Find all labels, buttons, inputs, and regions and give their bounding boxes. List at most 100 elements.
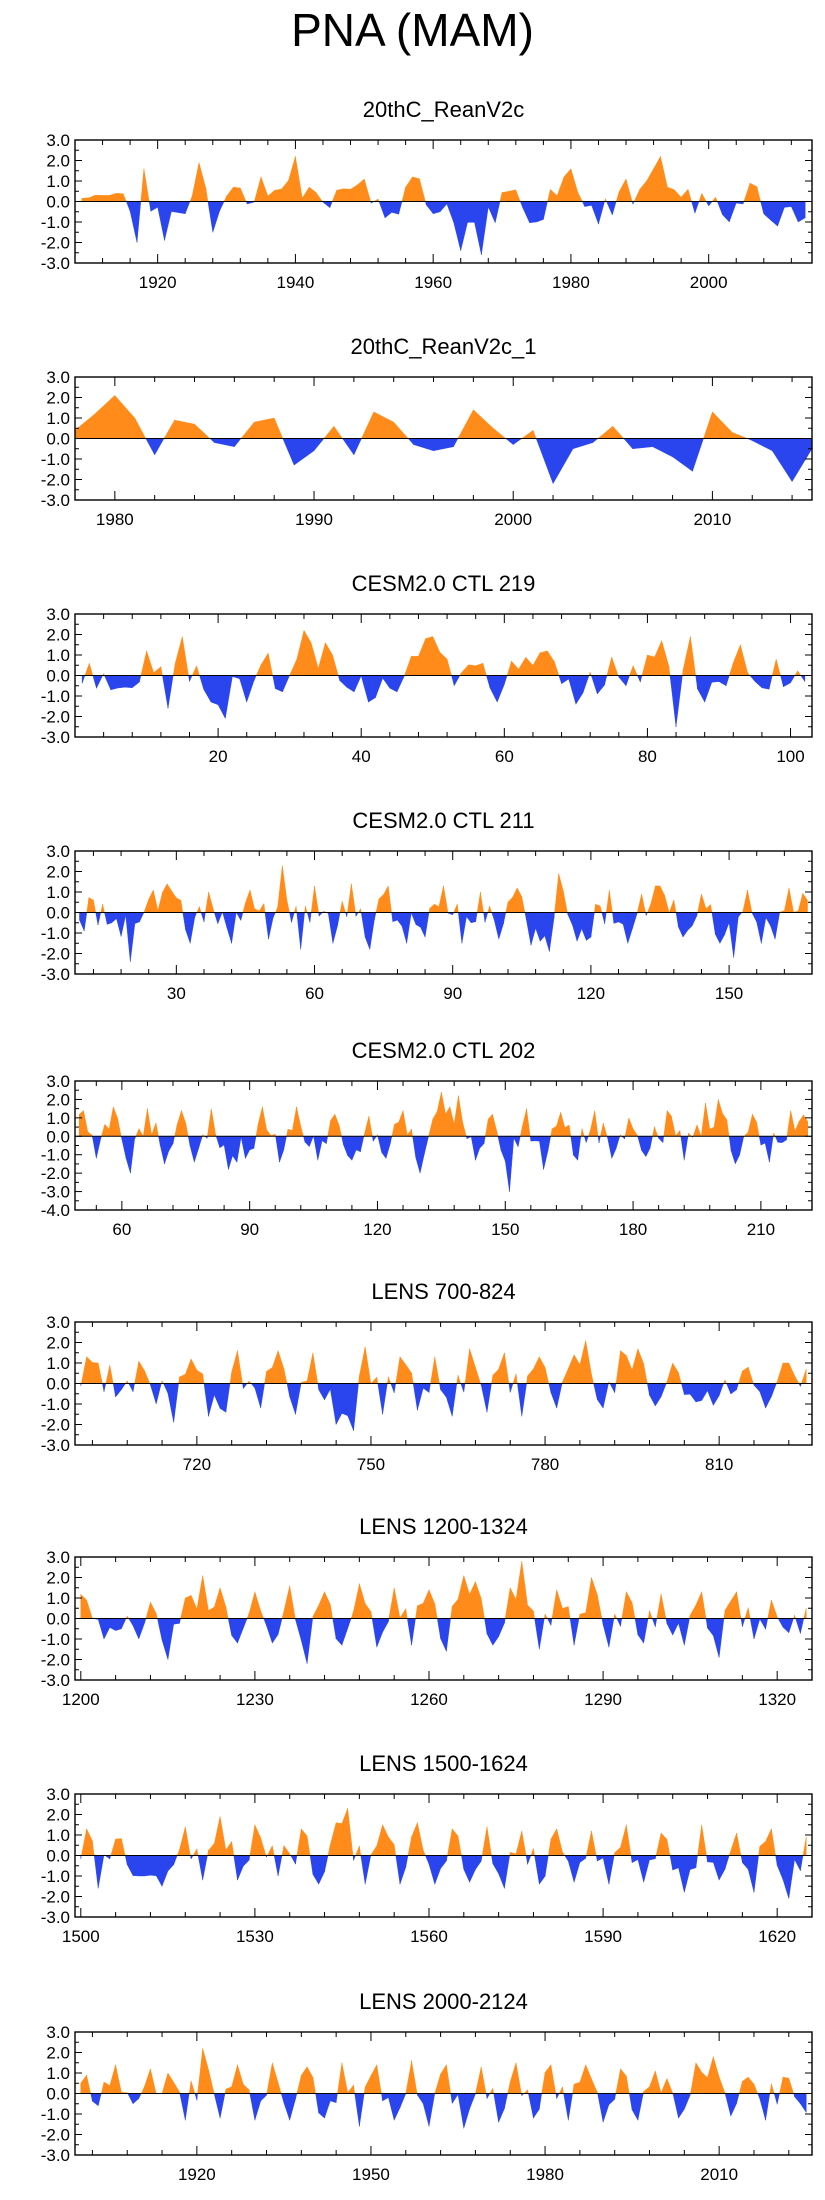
y-tick-label: -3.0 — [41, 728, 70, 747]
y-tick-label: -3.0 — [41, 1436, 70, 1455]
x-tick-label: 30 — [167, 984, 186, 1003]
x-tick-label: 2010 — [700, 2165, 738, 2184]
negative-area — [90, 2093, 807, 2129]
y-tick-label: 0.0 — [46, 193, 70, 212]
x-tick-label: 120 — [363, 1220, 391, 1239]
x-tick-label: 2010 — [693, 510, 731, 529]
chart-6: LENS 700-824 -3.0-2.0 -1.00.0 1.02.0 3.0 720 7… — [41, 1279, 813, 1474]
positive-area — [84, 629, 802, 676]
y-tick-label: 1.0 — [46, 883, 70, 902]
y-tick-label: 0.0 — [46, 1610, 70, 1629]
chart-title: CESM2.0 CTL 219 — [352, 571, 536, 596]
x-tick-label: 100 — [776, 747, 804, 766]
x-tick-label: 1950 — [352, 2165, 390, 2184]
x-tick-label: 180 — [619, 1220, 647, 1239]
chart-8: LENS 1500-1624 -3.0-2.0 -1.00.0 1.02.0 3.0 15… — [41, 1751, 813, 1946]
x-tick-label: 1980 — [526, 2165, 564, 2184]
y-tick-label: -3.0 — [41, 254, 70, 273]
y-tick-label: -1.0 — [41, 687, 70, 706]
y-tick-label: 3.0 — [46, 1313, 70, 1332]
y-tick-label: 3.0 — [46, 1785, 70, 1804]
y-tick-label: -4.0 — [41, 1201, 70, 1220]
y-tick-label: 1.0 — [46, 1354, 70, 1373]
x-tick-label: 1990 — [295, 510, 333, 529]
y-tick-label: 2.0 — [46, 1090, 70, 1109]
chart-title: LENS 1500-1624 — [359, 1751, 528, 1776]
y-tick-label: -1.0 — [41, 1146, 70, 1165]
negative-area — [145, 438, 813, 485]
y-tick-label: 1.0 — [46, 172, 70, 191]
y-tick-label: 2.0 — [46, 1569, 70, 1588]
y-tick-label: 0.0 — [46, 667, 70, 686]
chart-title: LENS 2000-2124 — [359, 1989, 528, 2014]
positive-area — [81, 155, 761, 202]
x-tick-label: 150 — [715, 984, 743, 1003]
x-tick-label: 810 — [705, 1455, 733, 1474]
positive-area — [74, 394, 748, 439]
y-tick-label: -2.0 — [41, 471, 70, 490]
y-tick-label: -2.0 — [41, 708, 70, 727]
negative-area — [93, 1618, 805, 1664]
y-tick-label: -3.0 — [41, 965, 70, 984]
positive-area — [86, 865, 808, 913]
x-tick-label: 1620 — [758, 1927, 796, 1946]
y-tick-label: -2.0 — [41, 1164, 70, 1183]
y-tick-label: -1.0 — [41, 924, 70, 943]
y-tick-label: 1.0 — [46, 2064, 70, 2083]
y-tick-label: -1.0 — [41, 1867, 70, 1886]
y-tick-label: -3.0 — [41, 1183, 70, 1202]
chart-3: CESM2.0 CTL 219 -3.0-2.0 -1.00.0 1.02.0 3.0 2… — [41, 571, 813, 766]
y-tick-label: -3.0 — [41, 1908, 70, 1927]
x-tick-label: 750 — [357, 1455, 385, 1474]
y-tick-label: -1.0 — [41, 1395, 70, 1414]
y-tick-label: -2.0 — [41, 2126, 70, 2145]
x-tick-label: 90 — [240, 1220, 259, 1239]
y-tick-label: 3.0 — [46, 131, 70, 150]
y-tick-label: 2.0 — [46, 389, 70, 408]
y-tick-label: 1.0 — [46, 1826, 70, 1845]
positive-area — [80, 1561, 807, 1619]
x-tick-label: 1560 — [410, 1927, 448, 1946]
y-tick-label: 2.0 — [46, 626, 70, 645]
y-tick-label: 1.0 — [46, 646, 70, 665]
y-tick-label: -3.0 — [41, 1671, 70, 1690]
x-tick-label: 1590 — [584, 1927, 622, 1946]
x-tick-label: 90 — [443, 984, 462, 1003]
y-tick-label: 1.0 — [46, 1589, 70, 1608]
x-tick-label: 1530 — [236, 1927, 274, 1946]
y-tick-label: 2.0 — [46, 863, 70, 882]
positive-area — [81, 1808, 807, 1856]
x-tick-label: 1940 — [276, 273, 314, 292]
x-tick-label: 20 — [209, 747, 228, 766]
y-tick-label: 2.0 — [46, 152, 70, 171]
x-tick-label: 780 — [531, 1455, 559, 1474]
y-tick-label: 3.0 — [46, 842, 70, 861]
y-tick-label: 3.0 — [46, 1072, 70, 1091]
chart-1: 20thC_ReanV2c -3.0-2.0 -1.00.0 1.02.0 3.0 192… — [41, 97, 813, 292]
negative-area — [82, 675, 805, 727]
x-tick-label: 2000 — [494, 510, 532, 529]
x-tick-label: 80 — [638, 747, 657, 766]
y-tick-label: 2.0 — [46, 1806, 70, 1825]
x-tick-label: 60 — [305, 984, 324, 1003]
x-tick-label: 60 — [495, 747, 514, 766]
x-tick-label: 1320 — [758, 1690, 796, 1709]
y-tick-label: -2.0 — [41, 1416, 70, 1435]
x-tick-label: 1960 — [414, 273, 452, 292]
y-tick-label: -1.0 — [41, 213, 70, 232]
chart-title: LENS 700-824 — [371, 1279, 515, 1304]
x-tick-label: 1200 — [62, 1690, 100, 1709]
x-tick-label: 1500 — [62, 1927, 100, 1946]
x-tick-label: 120 — [577, 984, 605, 1003]
y-tick-label: -1.0 — [41, 450, 70, 469]
chart-title: LENS 1200-1324 — [359, 1514, 528, 1539]
y-tick-label: 2.0 — [46, 2044, 70, 2063]
y-tick-label: 0.0 — [46, 1375, 70, 1394]
y-tick-label: 0.0 — [46, 430, 70, 449]
x-tick-label: 1920 — [178, 2165, 216, 2184]
y-tick-label: 0.0 — [46, 1127, 70, 1146]
y-tick-label: 2.0 — [46, 1334, 70, 1353]
y-tick-label: 3.0 — [46, 368, 70, 387]
negative-area — [79, 912, 780, 962]
